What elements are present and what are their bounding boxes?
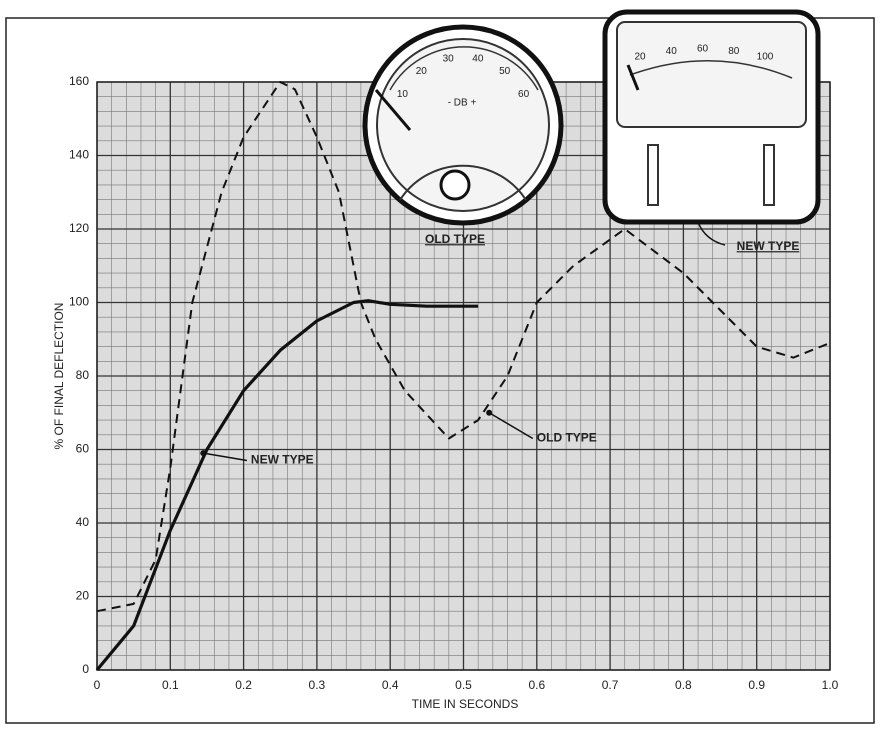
x-tick-label: 0.7 bbox=[602, 678, 619, 692]
meter-face bbox=[376, 38, 550, 212]
y-tick-label: 140 bbox=[69, 148, 89, 162]
series-line bbox=[95, 299, 479, 672]
series-label: NEW TYPE bbox=[251, 453, 314, 467]
y-tick-label: 80 bbox=[76, 368, 90, 382]
x-tick-label: 0.2 bbox=[235, 678, 252, 692]
meter-face bbox=[616, 21, 807, 128]
y-tick-label: 120 bbox=[69, 221, 89, 235]
meter-scale-label: 60 bbox=[697, 44, 709, 55]
x-tick-label: 0.9 bbox=[748, 678, 765, 692]
series-line bbox=[96, 81, 831, 613]
y-tick-label: 100 bbox=[69, 295, 89, 309]
y-axis-label: % OF FINAL DEFLECTION bbox=[52, 303, 66, 450]
y-tick-label: 60 bbox=[76, 442, 90, 456]
x-tick-label: 0.8 bbox=[675, 678, 692, 692]
meter-arc bbox=[389, 46, 539, 91]
meter-scale-label: 20 bbox=[634, 52, 646, 63]
y-tick-label: 20 bbox=[76, 589, 90, 603]
old-meter: 10 20 30 40 50 60 bbox=[362, 24, 564, 226]
x-tick-label: 0.4 bbox=[382, 678, 399, 692]
x-tick-label: 1.0 bbox=[822, 678, 839, 692]
meter-scale-label: 100 bbox=[757, 52, 774, 63]
meter-screw bbox=[439, 169, 471, 201]
y-tick-label: 160 bbox=[69, 74, 89, 88]
series-label: OLD TYPE bbox=[537, 431, 597, 445]
meter-scale-label: 40 bbox=[666, 46, 678, 57]
meter-label: OLD TYPE bbox=[425, 232, 485, 246]
new-meter: 20 40 60 80 100 bbox=[602, 9, 821, 246]
x-axis-label: TIME IN SECONDS bbox=[412, 697, 519, 711]
meter-arc bbox=[629, 60, 793, 79]
y-tick-label: 40 bbox=[76, 515, 90, 529]
meter-scale-label: 80 bbox=[728, 46, 740, 57]
meter-label: NEW TYPE bbox=[737, 239, 800, 253]
meter-cover bbox=[399, 164, 527, 201]
meter-slot bbox=[647, 144, 659, 206]
annotation-arrow bbox=[488, 412, 534, 440]
annotation-arrowhead bbox=[200, 450, 207, 457]
x-tick-label: 0 bbox=[94, 678, 101, 692]
x-tick-label: 0.5 bbox=[455, 678, 472, 692]
x-tick-label: 0.1 bbox=[162, 678, 179, 692]
meter-slot bbox=[763, 144, 775, 206]
meter-scale-label: 10 bbox=[397, 89, 409, 100]
x-tick-label: 0.6 bbox=[528, 678, 545, 692]
meter-scale-label: 40 bbox=[472, 53, 484, 64]
meter-scale-label: 30 bbox=[443, 53, 455, 64]
meter-scale-label: 60 bbox=[518, 89, 530, 100]
meter-label-arrow bbox=[697, 221, 726, 246]
y-tick-label: 0 bbox=[82, 662, 89, 676]
meter-scale-label: 50 bbox=[499, 66, 511, 77]
meter-needle bbox=[626, 64, 640, 91]
x-tick-label: 0.3 bbox=[309, 678, 326, 692]
meter-scale-label: 20 bbox=[416, 66, 428, 77]
annotation-arrowhead bbox=[486, 409, 493, 416]
annotation-arrow bbox=[203, 452, 248, 462]
meter-db-label: - DB + bbox=[448, 98, 477, 109]
meter-needle bbox=[374, 89, 412, 131]
